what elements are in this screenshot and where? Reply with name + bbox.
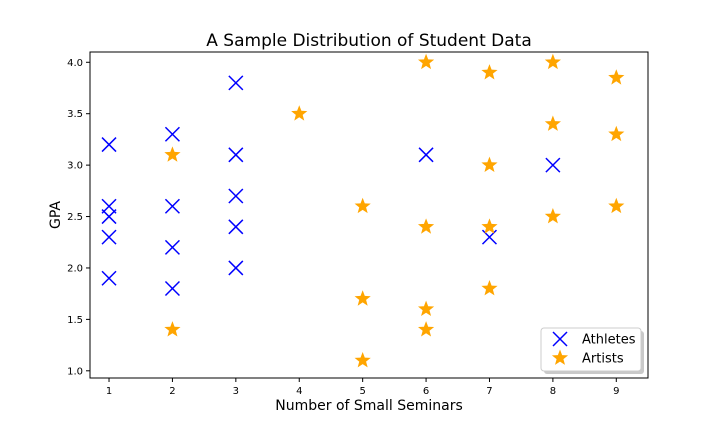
plot-frame	[89, 51, 649, 379]
artist-point	[417, 218, 435, 234]
athlete-point	[228, 75, 244, 91]
artist-point	[481, 218, 498, 234]
athlete-point	[228, 147, 244, 163]
y-tick-label: 2.0	[67, 263, 83, 274]
artist-point	[481, 156, 498, 172]
artist-point	[354, 197, 371, 214]
athlete-point	[101, 229, 117, 245]
x-tick-label: 9	[613, 386, 619, 397]
x-tick-label: 8	[550, 386, 556, 397]
athlete-point	[228, 260, 244, 276]
y-tick-label: 1.5	[67, 315, 83, 326]
athlete-point	[101, 209, 117, 225]
athlete-point	[164, 198, 180, 214]
artist-point	[608, 125, 625, 142]
artist-point	[544, 115, 561, 131]
axis-ticks: 1 2 3 4 5 6 7 8 9 1.0 1.5 2.0 2.5 3.0 3.5 4.0	[67, 58, 619, 397]
chart-title: A Sample Distribution of Student Data	[206, 31, 531, 51]
athlete-point	[228, 219, 244, 235]
artist-point	[544, 53, 561, 70]
x-tick-label: 7	[486, 386, 492, 397]
artist-point	[544, 208, 561, 224]
athlete-point	[228, 188, 244, 204]
artist-point	[608, 197, 625, 214]
x-tick-label: 3	[233, 386, 239, 397]
artist-point	[354, 352, 371, 368]
legend-box	[540, 327, 642, 372]
athlete-point	[101, 137, 117, 153]
x-tick-label: 4	[296, 386, 302, 397]
legend-marker	[552, 331, 568, 347]
y-tick-label: 3.5	[67, 109, 83, 120]
athlete-point	[164, 280, 180, 297]
x-tick-label: 5	[359, 386, 365, 397]
athlete-point	[164, 239, 180, 255]
x-tick-label: 6	[423, 386, 429, 397]
athlete-point	[418, 147, 434, 163]
legend-label: Artists	[582, 352, 624, 367]
y-tick-label: 1.0	[67, 366, 83, 377]
artist-point	[417, 53, 435, 70]
artist-point	[417, 321, 435, 337]
athlete-point	[101, 270, 117, 286]
y-axis-label: GPA	[48, 201, 64, 229]
artist-point	[354, 290, 371, 306]
y-tick-label: 2.5	[67, 212, 83, 223]
artist-point	[291, 105, 308, 121]
artist-point	[164, 321, 181, 337]
artist-point	[481, 64, 498, 80]
legend-marker	[551, 349, 569, 365]
x-tick-label: 1	[106, 386, 112, 397]
x-tick-label: 2	[169, 386, 175, 397]
legend: Athletes Artists	[540, 327, 644, 374]
y-tick-label: 4.0	[67, 58, 83, 69]
y-tick-label: 3.0	[67, 161, 83, 172]
x-axis-label: Number of Small Seminars	[275, 398, 463, 414]
artist-point	[417, 300, 435, 316]
artist-point	[164, 146, 181, 162]
data-points	[101, 53, 625, 368]
athlete-point	[545, 157, 561, 173]
artist-point	[481, 280, 498, 296]
legend-label: Athletes	[582, 333, 636, 348]
athlete-point	[481, 229, 498, 245]
artist-point	[608, 69, 625, 85]
athlete-point	[164, 126, 180, 142]
